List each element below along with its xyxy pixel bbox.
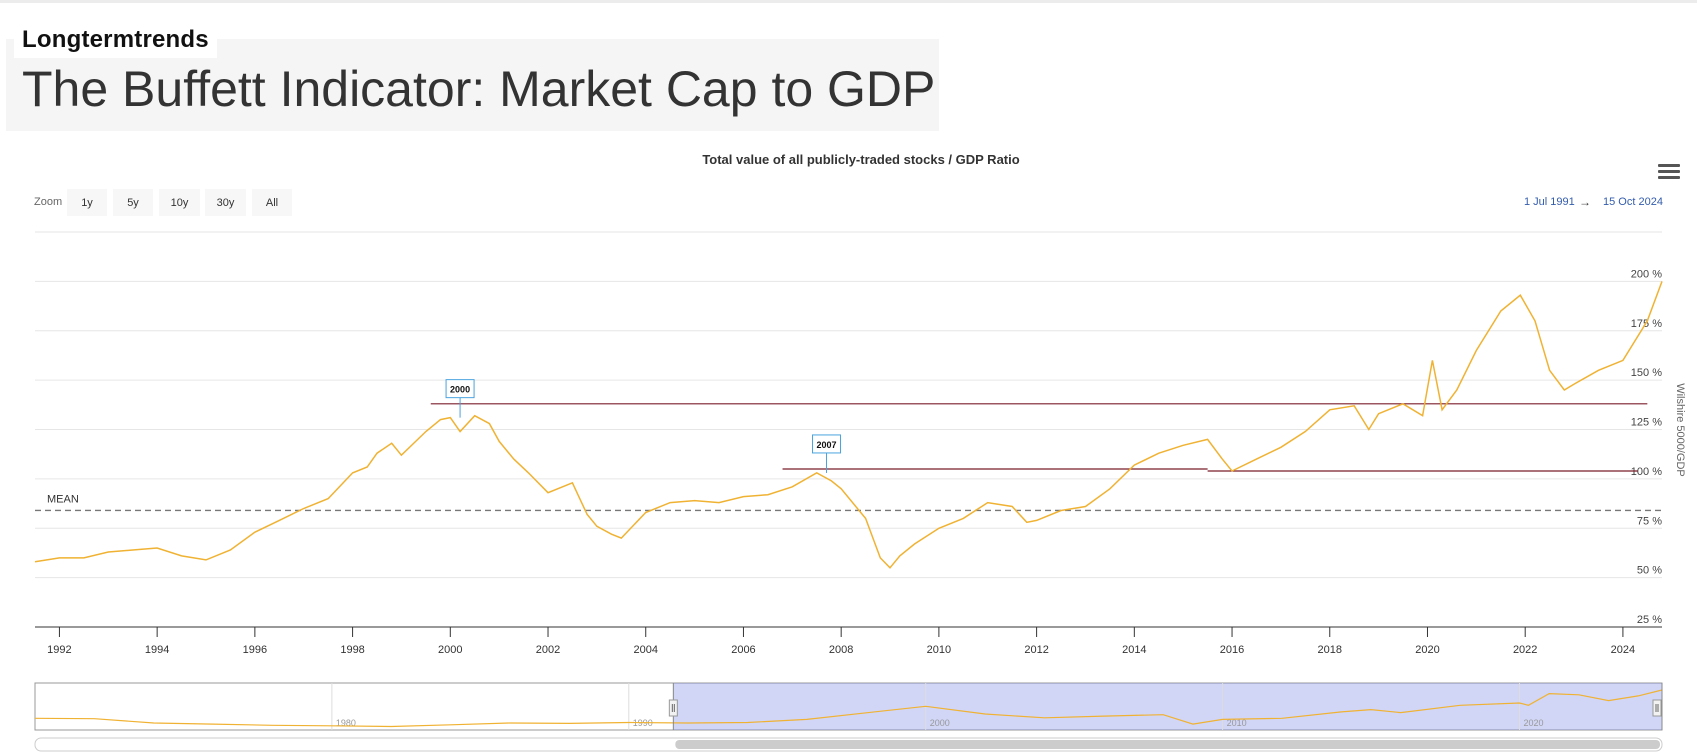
- x-tick-label: 2002: [536, 644, 560, 656]
- zoom-label: Zoom: [34, 196, 63, 208]
- x-tick-label: 2022: [1513, 644, 1537, 656]
- series-line: [34, 281, 1663, 569]
- annotation-lines: MEAN: [35, 403, 1662, 512]
- mean-label: MEAN: [47, 493, 79, 505]
- chart-title: Total value of all publicly-traded stock…: [702, 152, 1020, 167]
- x-tick-label: 1994: [145, 644, 169, 656]
- x-tick-label: 2018: [1318, 644, 1342, 656]
- grid-lines: [35, 231, 1662, 579]
- y-tick-label: 75 %: [1637, 515, 1662, 527]
- range-arrow-icon: →: [1579, 195, 1591, 209]
- zoom-10y-button[interactable]: 10y: [159, 189, 200, 216]
- navigator-handle[interactable]: [668, 699, 678, 717]
- top-rule: [0, 0, 1697, 3]
- menu-bar: [1658, 176, 1680, 179]
- y-tick-label: 50 %: [1637, 565, 1662, 577]
- flag-label: 2007: [816, 440, 836, 450]
- y-tick-label: 125 %: [1631, 417, 1662, 429]
- x-tick-label: 2020: [1415, 644, 1439, 656]
- site-brand[interactable]: Longtermtrends: [14, 24, 217, 58]
- navigator-tick-label: 1980: [336, 718, 356, 728]
- x-tick-label: 2006: [731, 644, 755, 656]
- x-tick-label: 2024: [1611, 644, 1635, 656]
- menu-bar: [1658, 170, 1680, 173]
- zoom-1y-button[interactable]: 1y: [67, 189, 107, 216]
- zoom-all-button[interactable]: All: [252, 189, 292, 216]
- flag-box[interactable]: [812, 434, 842, 454]
- navigator-tick-label: 2010: [1227, 718, 1247, 728]
- flags[interactable]: 2000 2007: [445, 379, 842, 473]
- x-tick-label: 2008: [829, 644, 853, 656]
- y-tick-label: 150 %: [1631, 367, 1662, 379]
- zoom-30y-button[interactable]: 30y: [205, 189, 246, 216]
- x-tick-label: 2004: [633, 644, 657, 656]
- navigator-frame: [34, 682, 1663, 731]
- y-tick-label: 175 %: [1631, 318, 1662, 330]
- navigator-handle[interactable]: [1652, 699, 1662, 717]
- flag-box[interactable]: [445, 379, 475, 399]
- x-tick-label: 2014: [1122, 644, 1146, 656]
- navigator[interactable]: 1980 1990 2000 2010 2020: [34, 682, 1663, 752]
- navigator-tick-label: 2020: [1523, 718, 1543, 728]
- y-axis-title: Wilshire 5000/GDP: [1674, 383, 1686, 477]
- navigator-tick-label: 2000: [930, 718, 950, 728]
- navigator-selection[interactable]: [673, 683, 1662, 730]
- x-tick-label: 1996: [243, 644, 267, 656]
- x-tick-label: 2012: [1024, 644, 1048, 656]
- y-tick-label: 200 %: [1631, 268, 1662, 280]
- x-tick-label: 2000: [438, 644, 462, 656]
- x-tick-label: 2010: [927, 644, 951, 656]
- range-from-input[interactable]: 1 Jul 1991: [1524, 196, 1575, 208]
- x-axis: 1992 1994 1996 1998 2000 2002 2004 2006 2008 2010…: [35, 626, 1662, 656]
- x-tick-label: 2016: [1220, 644, 1244, 656]
- x-tick-label: 1992: [47, 644, 71, 656]
- navigator-series-line: [34, 689, 1663, 728]
- hamburger-menu-icon[interactable]: [1658, 164, 1680, 184]
- y-tick-label: 100 %: [1631, 466, 1662, 478]
- x-tick-label: 1998: [340, 644, 364, 656]
- range-to-input[interactable]: 15 Oct 2024: [1603, 196, 1663, 208]
- flag-label: 2000: [450, 385, 470, 395]
- y-axis-ticks: 25 % 50 % 75 % 100 % 125 % 150 % 175 % 200 %: [1631, 268, 1662, 626]
- y-tick-label: 25 %: [1637, 614, 1662, 626]
- menu-bar: [1658, 164, 1680, 167]
- page-title: The Buffett Indicator: Market Cap to GDP: [22, 61, 936, 117]
- scrollbar-thumb[interactable]: [675, 740, 1660, 749]
- zoom-5y-button[interactable]: 5y: [113, 189, 153, 216]
